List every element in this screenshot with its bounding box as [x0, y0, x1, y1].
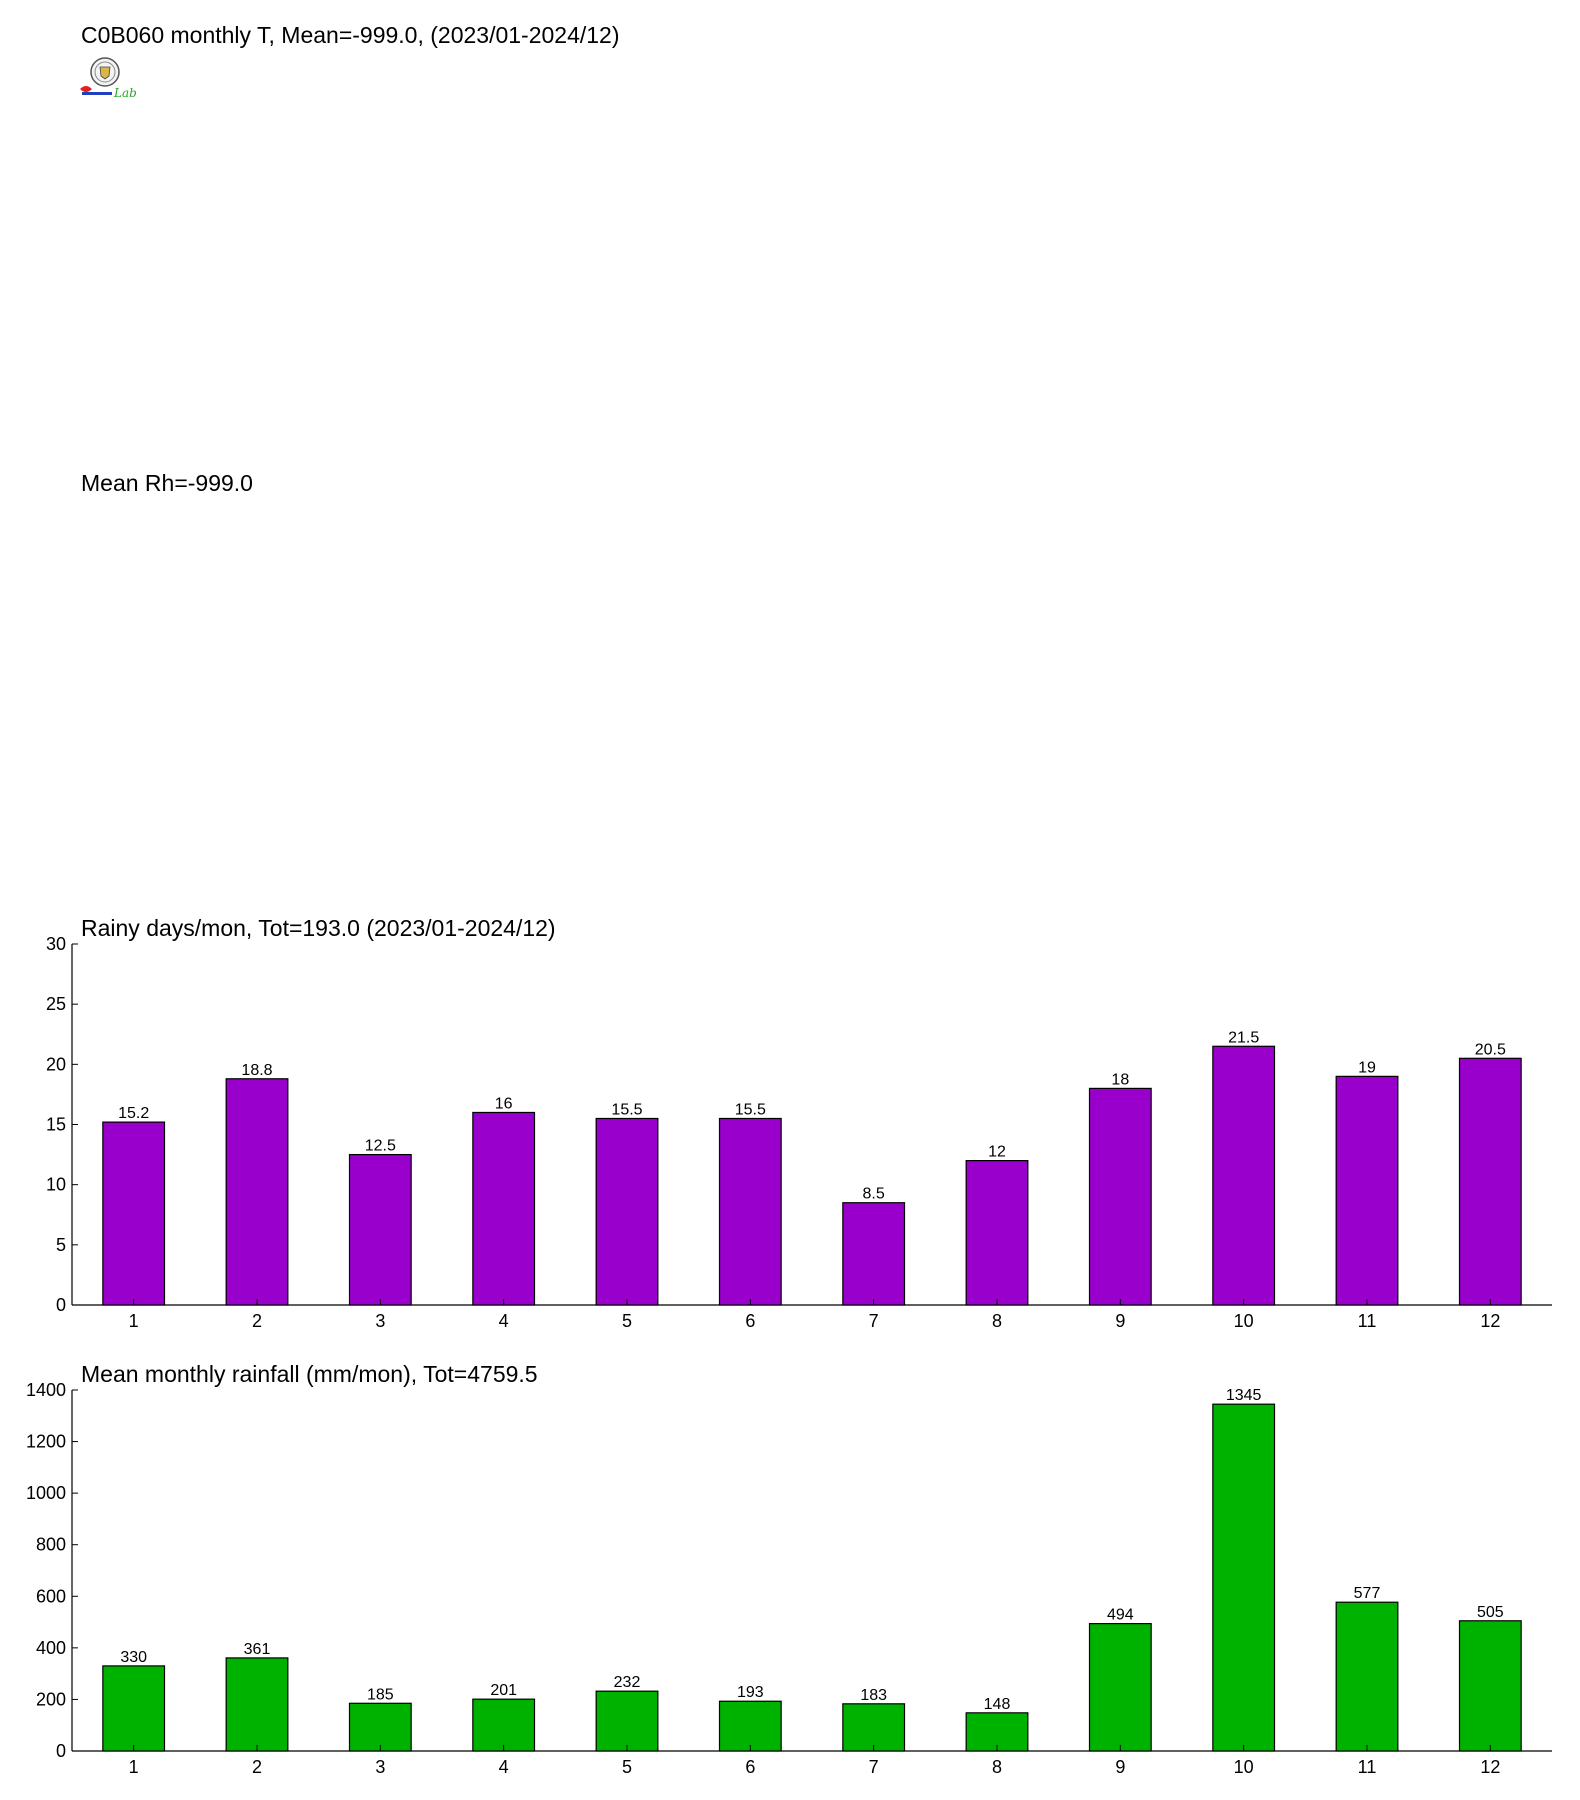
y-tick-label: 0: [56, 1295, 66, 1315]
y-tick-label: 1200: [26, 1432, 66, 1452]
y-tick-label: 15: [46, 1115, 66, 1135]
bar-value-label: 19: [1358, 1059, 1376, 1076]
bar-value-label: 505: [1477, 1604, 1504, 1621]
y-tick-label: 20: [46, 1054, 66, 1074]
bar-value-label: 21.5: [1228, 1029, 1259, 1046]
x-tick-label: 5: [622, 1311, 632, 1331]
y-tick-label: 400: [36, 1638, 66, 1658]
bar-value-label: 15.2: [118, 1105, 149, 1122]
humidity-title: Mean Rh=-999.0: [81, 470, 253, 496]
bar: [965, 1160, 1029, 1306]
bar-value-label: 148: [984, 1696, 1011, 1713]
bar: [348, 1153, 412, 1306]
x-tick-label: 4: [499, 1757, 509, 1777]
bar: [1335, 1075, 1399, 1306]
temperature-title: C0B060 monthly T, Mean=-999.0, (2023/01-…: [81, 22, 620, 48]
bar: [348, 1702, 412, 1752]
x-tick-label: 8: [992, 1311, 1002, 1331]
chart-title: Mean monthly rainfall (mm/mon), Tot=4759…: [81, 1361, 538, 1387]
bar-value-label: 18.8: [241, 1062, 272, 1079]
x-tick-label: 6: [745, 1757, 755, 1777]
monthly-rainfall-chart: Mean monthly rainfall (mm/mon), Tot=4759…: [26, 1361, 1552, 1777]
x-tick-label: 10: [1234, 1757, 1254, 1777]
x-tick-label: 5: [622, 1757, 632, 1777]
bar-value-label: 20.5: [1475, 1041, 1506, 1058]
bar-value-label: 185: [367, 1686, 394, 1703]
y-tick-label: 800: [36, 1535, 66, 1555]
bar: [1458, 1057, 1522, 1306]
x-tick-label: 7: [869, 1311, 879, 1331]
x-tick-label: 12: [1480, 1757, 1500, 1777]
bar-value-label: 232: [614, 1674, 641, 1691]
x-tick-label: 6: [745, 1311, 755, 1331]
bar-value-label: 577: [1354, 1585, 1381, 1602]
x-tick-label: 9: [1115, 1757, 1125, 1777]
x-tick-label: 3: [375, 1757, 385, 1777]
x-tick-label: 4: [499, 1311, 509, 1331]
x-tick-label: 2: [252, 1311, 262, 1331]
x-tick-label: 11: [1358, 1311, 1377, 1331]
x-tick-label: 9: [1115, 1311, 1125, 1331]
bar: [472, 1698, 536, 1752]
lab-seal-logo-icon: Lab: [78, 56, 137, 102]
y-tick-label: 600: [36, 1586, 66, 1606]
bar: [472, 1111, 536, 1306]
y-tick-label: 25: [46, 994, 66, 1014]
bar-value-label: 15.5: [735, 1101, 766, 1118]
bar: [718, 1700, 782, 1752]
bar-value-label: 12: [988, 1144, 1006, 1161]
x-tick-label: 11: [1358, 1757, 1377, 1777]
bar: [1335, 1601, 1399, 1752]
bar: [842, 1202, 906, 1306]
bar-value-label: 201: [490, 1682, 517, 1699]
y-tick-label: 0: [56, 1741, 66, 1761]
x-tick-label: 1: [129, 1311, 139, 1331]
x-tick-label: 12: [1480, 1311, 1500, 1331]
y-tick-label: 1400: [26, 1380, 66, 1400]
bar: [225, 1078, 289, 1306]
bar-value-label: 18: [1111, 1071, 1129, 1088]
y-tick-label: 30: [46, 934, 66, 954]
bar-value-label: 1345: [1226, 1387, 1262, 1404]
bar: [1212, 1045, 1276, 1306]
bar: [102, 1665, 166, 1752]
bar-value-label: 15.5: [611, 1101, 642, 1118]
bar: [595, 1117, 659, 1306]
bar-value-label: 193: [737, 1684, 764, 1701]
y-tick-label: 200: [36, 1689, 66, 1709]
x-tick-label: 1: [129, 1757, 139, 1777]
bar-value-label: 361: [244, 1641, 271, 1658]
bar-value-label: 8.5: [863, 1186, 885, 1203]
x-tick-label: 7: [869, 1757, 879, 1777]
y-tick-label: 10: [46, 1175, 66, 1195]
x-tick-label: 8: [992, 1757, 1002, 1777]
bar: [225, 1657, 289, 1752]
bar: [842, 1703, 906, 1752]
bar: [1088, 1623, 1152, 1752]
svg-text:Lab: Lab: [113, 86, 136, 100]
bar: [102, 1121, 166, 1306]
bar-value-label: 494: [1107, 1607, 1134, 1624]
x-tick-label: 2: [252, 1757, 262, 1777]
bar: [1088, 1087, 1152, 1306]
bar: [1212, 1403, 1276, 1752]
rainy-days-chart: Rainy days/mon, Tot=193.0 (2023/01-2024/…: [46, 915, 1552, 1331]
bar: [718, 1117, 782, 1306]
bar-value-label: 183: [860, 1687, 887, 1704]
bar: [595, 1690, 659, 1752]
y-tick-label: 5: [56, 1235, 66, 1255]
bar-value-label: 330: [120, 1649, 147, 1666]
bar-value-label: 16: [495, 1095, 513, 1112]
chart-title: Rainy days/mon, Tot=193.0 (2023/01-2024/…: [81, 915, 556, 941]
x-tick-label: 3: [375, 1311, 385, 1331]
bar-value-label: 12.5: [365, 1138, 396, 1155]
bar: [1458, 1620, 1522, 1752]
x-tick-label: 10: [1234, 1311, 1254, 1331]
y-tick-label: 1000: [26, 1483, 66, 1503]
